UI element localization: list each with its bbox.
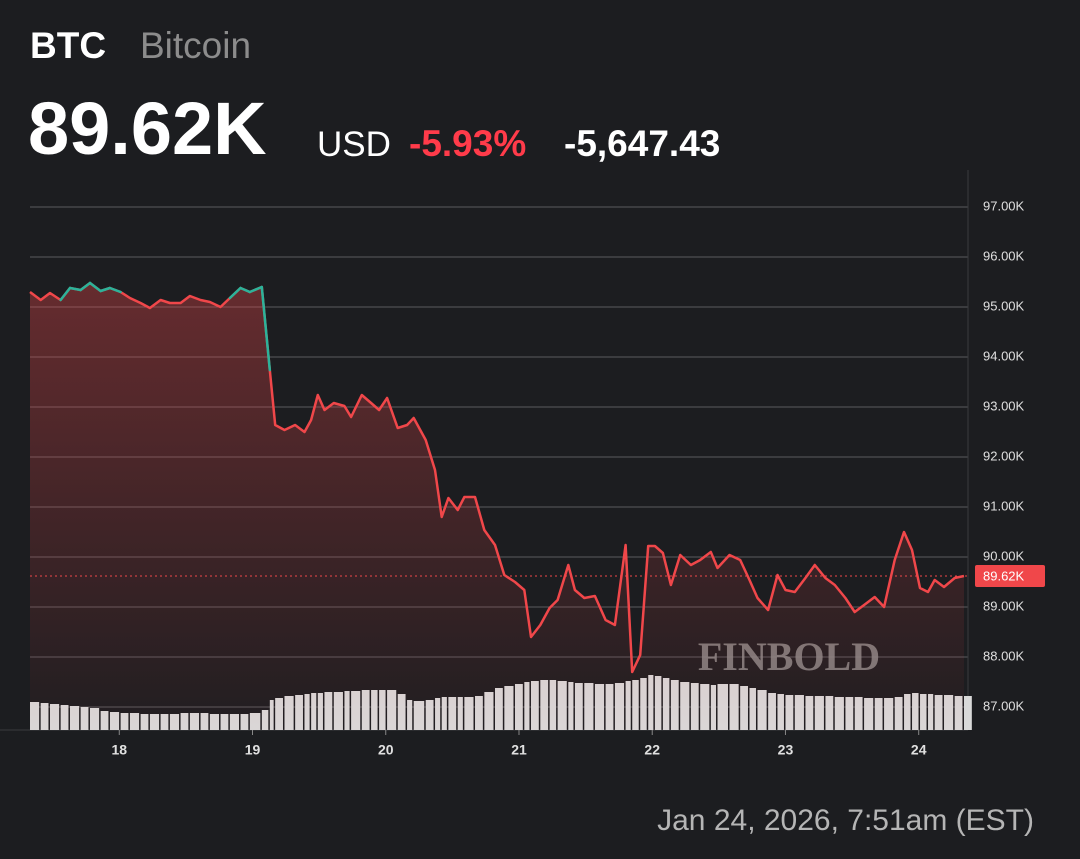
y-tick-label: 91.00K (983, 498, 1025, 513)
price-line-up-segment (99, 286, 112, 293)
y-tick-label: 92.00K (983, 448, 1025, 463)
x-tick-label: 19 (245, 742, 261, 758)
x-tick-label: 18 (111, 742, 127, 758)
price-line-up-segment (68, 286, 82, 292)
price-line-up-segment (260, 285, 272, 372)
y-tick-label: 94.00K (983, 348, 1025, 363)
volume-bar (964, 696, 972, 730)
y-tick-label: 90.00K (983, 548, 1025, 563)
symbol: BTC (30, 25, 106, 66)
price-area (30, 283, 964, 730)
price-line-up-segment (88, 281, 102, 293)
price-line-up-segment (59, 286, 72, 302)
x-tick-label: 23 (778, 742, 794, 758)
y-tick-label: 93.00K (983, 398, 1025, 413)
y-tick-label: 95.00K (983, 298, 1025, 313)
price-line-up-segment (228, 286, 242, 300)
asset-name: Bitcoin (140, 25, 251, 66)
y-tick-label: 88.00K (983, 648, 1025, 663)
x-tick-label: 20 (378, 742, 394, 758)
plot-area: 87.00K 88.00K 89.00K 90.00K 91.00K 92.00K 93.0… (0, 170, 1045, 758)
last-price-label: 89.62K (983, 568, 1025, 583)
last-price-tag (975, 565, 1045, 587)
y-tick-label: 89.00K (983, 598, 1025, 613)
change: -5,647.43 (564, 123, 720, 164)
x-tick-label: 21 (511, 742, 527, 758)
y-tick-label: 96.00K (983, 248, 1025, 263)
price-line-up-segment (108, 286, 122, 294)
y-tick-label: 97.00K (983, 198, 1025, 213)
price-line-up-segment (239, 286, 252, 294)
price-line-up-segment (79, 281, 92, 292)
x-tick-label: 24 (911, 742, 927, 758)
price: 89.62K (28, 87, 267, 170)
price-line-up-segment (248, 285, 264, 294)
currency: USD (317, 125, 391, 164)
timestamp: Jan 24, 2026, 7:51am (EST) (657, 804, 1034, 837)
x-tick-label: 22 (644, 742, 660, 758)
y-tick-label: 87.00K (983, 698, 1025, 713)
change-percent: -5.93% (409, 123, 526, 164)
